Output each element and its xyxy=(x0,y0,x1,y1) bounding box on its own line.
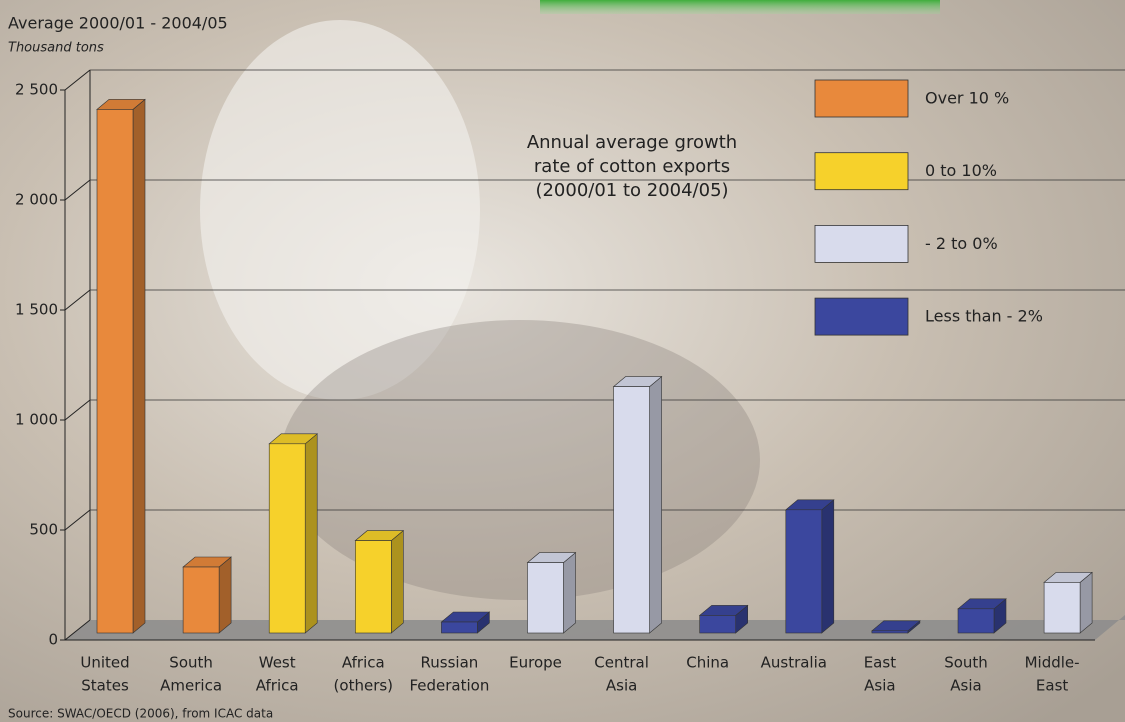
bar xyxy=(528,563,564,633)
bar-side xyxy=(219,557,231,633)
bar xyxy=(786,510,822,633)
annotation: rate of cotton exports xyxy=(534,156,730,177)
bar xyxy=(872,631,908,633)
chart: Average 2000/01 - 2004/05 Thousand tons … xyxy=(0,0,1125,722)
legend-label: 0 to 10% xyxy=(925,161,997,180)
bar-side xyxy=(650,377,662,633)
legend-swatch xyxy=(815,298,908,335)
green-band xyxy=(540,0,940,14)
legend-swatch xyxy=(815,225,908,262)
x-tick-label: Russian xyxy=(421,654,479,672)
x-tick-label: Federation xyxy=(409,677,489,695)
x-tick-label: (others) xyxy=(334,677,393,695)
bar xyxy=(700,615,736,633)
source: Source: SWAC/OECD (2006), from ICAC data xyxy=(8,707,273,721)
bar xyxy=(441,622,477,633)
x-tick-label: South xyxy=(944,654,988,672)
bar xyxy=(958,609,994,633)
x-tick-label: South xyxy=(169,654,213,672)
bar xyxy=(97,109,133,633)
annotation: Annual average growth xyxy=(527,132,737,153)
bar xyxy=(183,567,219,633)
x-tick-label: Europe xyxy=(509,654,562,672)
legend-swatch xyxy=(815,80,908,117)
annotation: (2000/01 to 2004/05) xyxy=(535,180,728,201)
x-tick-label: Asia xyxy=(950,677,981,695)
bar-side xyxy=(564,553,576,633)
bar-side xyxy=(133,99,145,633)
y-tick-label: 1 000 xyxy=(15,411,58,429)
bar xyxy=(355,541,391,633)
chart-title: Average 2000/01 - 2004/05 xyxy=(8,14,228,33)
legend-label: Over 10 % xyxy=(925,89,1009,108)
y-tick-label: 500 xyxy=(29,521,58,539)
y-tick-label: 0 xyxy=(48,631,58,649)
x-tick-label: America xyxy=(160,677,222,695)
x-tick-label: West xyxy=(259,654,296,672)
x-tick-label: States xyxy=(81,677,129,695)
bar-side xyxy=(822,500,834,633)
x-tick-label: Middle- xyxy=(1025,654,1080,672)
x-tick-label: Asia xyxy=(864,677,895,695)
x-tick-label: China xyxy=(686,654,729,672)
x-tick-label: East xyxy=(1036,677,1068,695)
x-tick-label: Central xyxy=(594,654,649,672)
legend-label: - 2 to 0% xyxy=(925,234,998,253)
x-tick-label: East xyxy=(864,654,896,672)
bar-side xyxy=(1080,572,1092,633)
y-tick-label: 2 500 xyxy=(15,81,58,99)
bar-side xyxy=(391,531,403,633)
legend-swatch xyxy=(815,153,908,190)
x-tick-label: Asia xyxy=(606,677,637,695)
x-tick-label: United xyxy=(80,654,129,672)
x-tick-label: Australia xyxy=(761,654,827,672)
bar-side xyxy=(305,434,317,633)
bar xyxy=(614,387,650,633)
x-tick-label: Africa xyxy=(256,677,299,695)
chart-subtitle: Thousand tons xyxy=(8,41,104,56)
photo-shape xyxy=(280,320,760,600)
bar xyxy=(269,444,305,633)
y-tick-label: 2 000 xyxy=(15,191,58,209)
y-tick-label: 1 500 xyxy=(15,301,58,319)
legend-label: Less than - 2% xyxy=(925,307,1043,326)
x-tick-label: Africa xyxy=(342,654,385,672)
bar xyxy=(1044,582,1080,633)
